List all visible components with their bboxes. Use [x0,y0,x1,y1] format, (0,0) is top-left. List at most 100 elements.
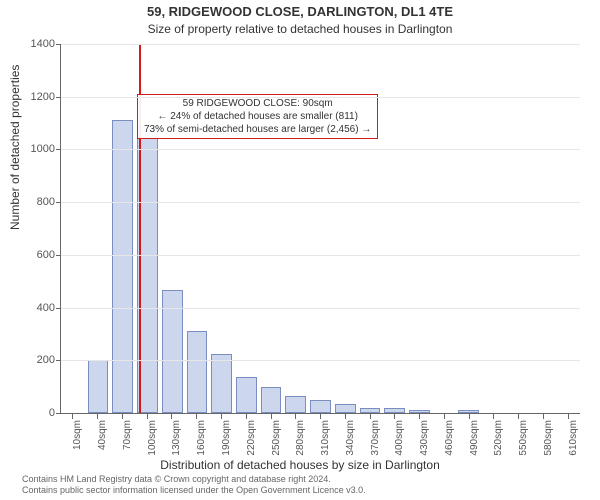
y-tick-label: 1400 [31,38,61,50]
x-tick-mark [246,414,247,419]
x-tick-slot: 100sqm [134,414,159,462]
page-title: 59, RIDGEWOOD CLOSE, DARLINGTON, DL1 4TE [0,4,600,19]
bar [211,354,232,413]
gridline [61,360,580,361]
y-tick-label: 600 [37,249,61,261]
bar-slot [555,44,580,413]
x-tick-slot: 10sqm [60,414,85,462]
y-axis-label: Number of detached properties [8,65,22,230]
x-tick-label: 130sqm [171,420,182,456]
page-subtitle: Size of property relative to detached ho… [0,22,600,36]
footnote-line-2: Contains public sector information licen… [22,485,366,496]
x-tick-slot: 460sqm [431,414,456,462]
x-tick-label: 70sqm [122,420,133,450]
y-tick-label: 400 [37,302,61,314]
x-tick-label: 430sqm [419,420,430,456]
bar-slot [382,44,407,413]
y-tick-label: 1200 [31,91,61,103]
x-tick-slot: 130sqm [159,414,184,462]
x-tick-label: 490sqm [469,420,480,456]
x-tick-mark [221,414,222,419]
x-tick-mark [394,414,395,419]
marker-callout: 59 RIDGEWOOD CLOSE: 90sqm ← 24% of detac… [137,94,378,139]
bar-slot [61,44,86,413]
x-tick-mark [72,414,73,419]
x-tick-slot: 520sqm [481,414,506,462]
bar [261,387,282,413]
bar-slot [432,44,457,413]
callout-line-3: 73% of semi-detached houses are larger (… [144,123,371,136]
bar [360,408,381,413]
bar [310,400,331,413]
x-tick-label: 310sqm [320,420,331,456]
x-axis-label: Distribution of detached houses by size … [0,458,600,472]
x-tick-mark [196,414,197,419]
x-tick-mark [122,414,123,419]
x-tick-slot: 160sqm [184,414,209,462]
x-tick-slot: 400sqm [382,414,407,462]
y-tick-label: 800 [37,196,61,208]
x-tick-slot: 430sqm [407,414,432,462]
x-tick-mark [97,414,98,419]
x-tick-label: 160sqm [196,420,207,456]
gridline [61,97,580,98]
x-tick-mark [543,414,544,419]
x-tick-label: 220sqm [246,420,257,456]
x-tick-slot: 340sqm [332,414,357,462]
x-tick-label: 610sqm [568,420,579,456]
bar [236,377,257,413]
x-tick-label: 190sqm [221,420,232,456]
x-tick-mark [295,414,296,419]
x-tick-slot: 580sqm [531,414,556,462]
bar [384,408,405,413]
histogram-chart: 59 RIDGEWOOD CLOSE: 90sqm ← 24% of detac… [60,44,580,414]
x-tick-label: 580sqm [543,420,554,456]
bar-slot [457,44,482,413]
bar-slot [481,44,506,413]
callout-line-2: ← 24% of detached houses are smaller (81… [144,110,371,123]
x-tick-mark [171,414,172,419]
x-tick-label: 400sqm [394,420,405,456]
x-tick-slot: 250sqm [258,414,283,462]
y-tick-label: 1000 [31,143,61,155]
y-tick-label: 200 [37,354,61,366]
x-tick-mark [345,414,346,419]
x-tick-slot: 280sqm [283,414,308,462]
bar [162,290,183,413]
x-tick-mark [271,414,272,419]
chart-page: 59, RIDGEWOOD CLOSE, DARLINGTON, DL1 4TE… [0,0,600,500]
x-tick-slot: 370sqm [357,414,382,462]
x-tick-slot: 550sqm [506,414,531,462]
bar [88,360,109,413]
bar-slot [110,44,135,413]
x-tick-mark [493,414,494,419]
x-tick-mark [370,414,371,419]
footnote-line-1: Contains HM Land Registry data © Crown c… [22,474,366,485]
x-tick-label: 550sqm [518,420,529,456]
bar [409,410,430,413]
gridline [61,149,580,150]
x-tick-label: 10sqm [72,420,83,450]
x-tick-slot: 40sqm [85,414,110,462]
gridline [61,202,580,203]
bar [112,120,133,413]
x-tick-label: 460sqm [444,420,455,456]
bar-slot [86,44,111,413]
gridline [61,255,580,256]
x-ticks: 10sqm 40sqm 70sqm100sqm 130sqm 160sqm 190sqm 2… [60,414,580,462]
x-tick-mark [147,414,148,419]
callout-line-1: 59 RIDGEWOOD CLOSE: 90sqm [144,97,371,110]
x-tick-mark [469,414,470,419]
x-tick-label: 40sqm [97,420,108,450]
footnote: Contains HM Land Registry data © Crown c… [22,474,366,496]
x-tick-label: 250sqm [271,420,282,456]
x-tick-mark [518,414,519,419]
x-tick-mark [568,414,569,419]
bar [458,410,479,413]
x-tick-mark [320,414,321,419]
x-tick-slot: 610sqm [555,414,580,462]
x-tick-slot: 310sqm [308,414,333,462]
bar [285,396,306,413]
x-tick-slot: 190sqm [209,414,234,462]
x-tick-mark [444,414,445,419]
